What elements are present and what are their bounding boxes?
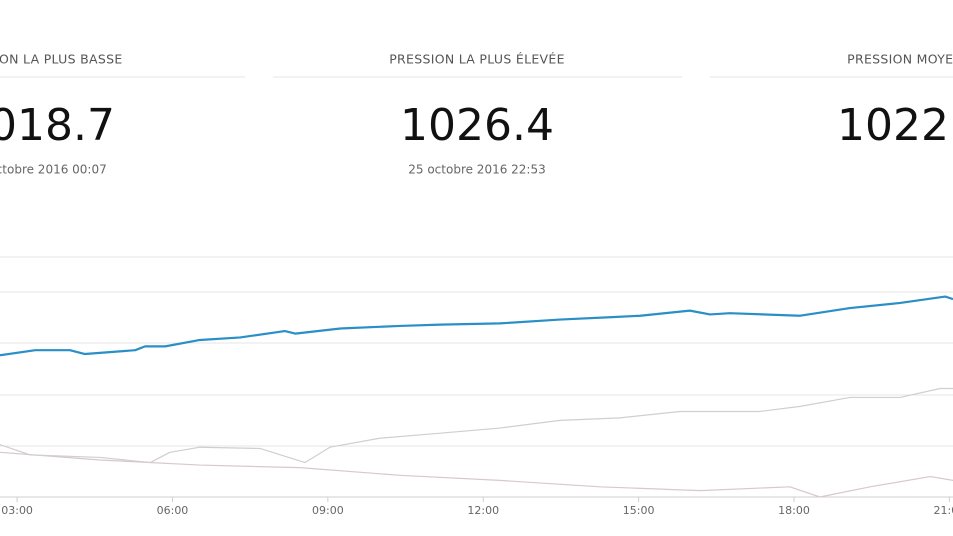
grid [0,256,953,498]
x-tick-label: 03:00 [1,504,33,517]
x-tick-label: 09:00 [312,504,344,517]
x-tick-label: 15:00 [623,504,655,517]
stat-value: 1018.7 [0,100,115,151]
stat-value: 1026.4 [400,100,554,151]
stat-date: 25 octobre 2016 22:53 [408,163,546,177]
stat-title: PRESSION MOYENNE [847,52,953,67]
x-tick-label: 06:00 [157,504,189,517]
stat-title: PRESSION LA PLUS ÉLEVÉE [389,52,565,67]
x-tick-label: 12:00 [467,504,499,517]
series-line [0,451,953,498]
stat-date: 25 octobre 2016 00:07 [0,163,107,177]
stat-mean: PRESSION MOYENNE 1022.6 [710,52,953,151]
x-tick-label: 18:00 [778,504,810,517]
stat-value: 1022.6 [837,100,953,151]
series-line [0,295,953,357]
stat-high: PRESSION LA PLUS ÉLEVÉE 1026.4 25 octobr… [273,52,682,177]
stat-title: PRESSION LA PLUS BASSE [0,52,123,67]
stat-low: PRESSION LA PLUS BASSE 1018.7 25 octobre… [0,52,245,177]
x-tick-label: 21:00 [934,504,953,517]
series-line [0,387,953,464]
